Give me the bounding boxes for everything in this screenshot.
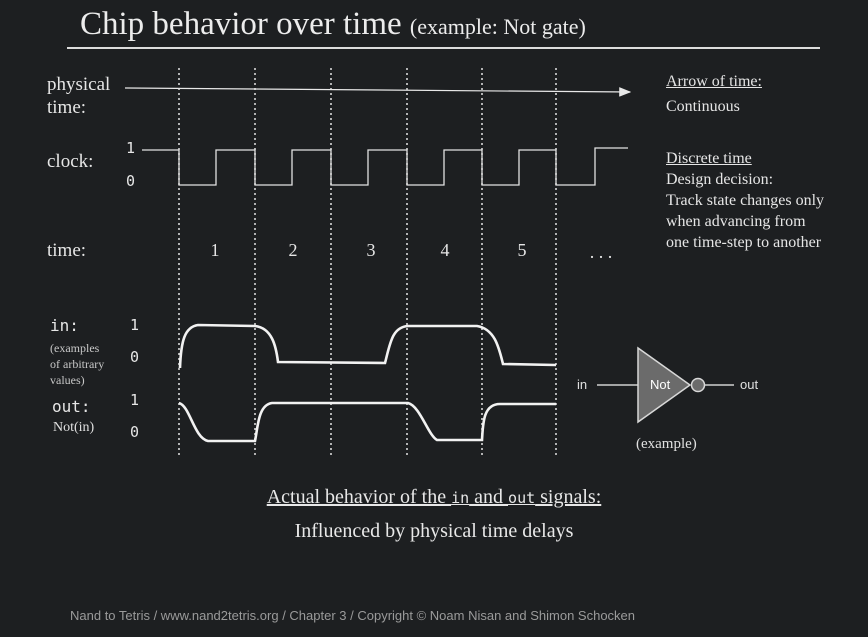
time-step-4: 4 xyxy=(440,240,450,260)
out-waveform xyxy=(178,401,556,443)
clock-waveform xyxy=(142,147,628,186)
in-label: in: xyxy=(50,316,79,335)
arrow-of-time-note: Arrow of time: Continuous xyxy=(666,73,762,115)
time-step-1: 1 xyxy=(210,240,220,260)
title-underline xyxy=(67,47,820,49)
page-title: Chip behavior over time (example: Not ga… xyxy=(80,6,586,42)
gate-in-label: in xyxy=(577,377,588,392)
time-step-3: 3 xyxy=(366,240,376,260)
page-subtitle: (example: Not gate) xyxy=(409,14,586,39)
footer-copyright: Nand to Tetris / www.nand2tetris.org / C… xyxy=(70,608,636,623)
clock-level-high: 1 xyxy=(126,139,136,157)
in-level-low: 0 xyxy=(130,348,140,366)
not-gate xyxy=(597,346,734,424)
out-note: Not(in) xyxy=(53,420,95,435)
in-waveform xyxy=(178,323,557,369)
clock-level-low: 0 xyxy=(126,172,136,190)
behavior-caption: Actual behavior of the in and out signal… xyxy=(266,486,602,508)
out-level-high: 1 xyxy=(130,391,140,409)
gate-out-label: out xyxy=(740,377,759,392)
out-label: out: xyxy=(52,397,91,416)
gate-caption: (example) xyxy=(636,436,697,452)
time-step-ellipsis: . . . xyxy=(589,242,613,262)
time-label: time: xyxy=(47,240,87,261)
time-step-2: 2 xyxy=(288,240,298,260)
time-step-dividers xyxy=(178,68,557,458)
time-step-5: 5 xyxy=(517,240,527,260)
gate-triangle xyxy=(637,346,692,424)
gate-bubble xyxy=(690,377,706,393)
delay-caption: Influenced by physical time delays xyxy=(294,520,574,542)
clock-label: clock: xyxy=(47,151,94,172)
in-level-high: 1 xyxy=(130,316,140,334)
out-level-low: 0 xyxy=(130,423,140,441)
in-note: (examples of arbitrary values) xyxy=(50,341,105,387)
discrete-time-note: Discrete time Design decision: Track sta… xyxy=(666,150,825,251)
time-arrow xyxy=(124,87,632,97)
physical-time-label: physical time: xyxy=(47,74,111,118)
gate-name-label: Not xyxy=(650,377,671,392)
